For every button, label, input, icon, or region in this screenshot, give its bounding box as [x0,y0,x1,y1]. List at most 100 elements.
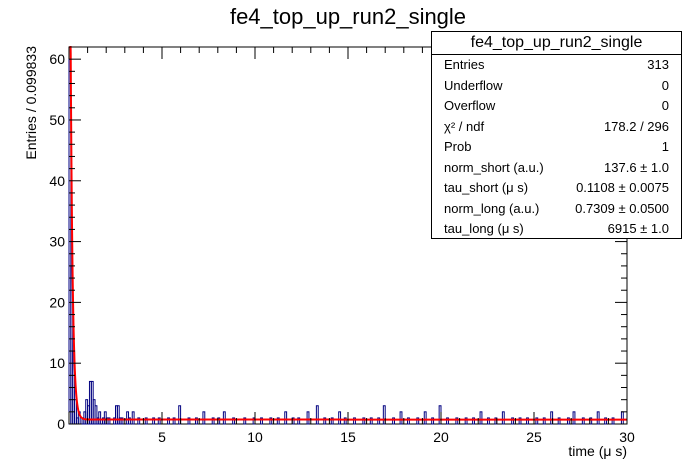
histogram-bin [297,417,301,425]
stats-row: χ² / ndf 178.2 / 296 [432,117,681,138]
histogram-bin [472,417,475,425]
histogram-bin [167,417,170,425]
stats-row-value: 0 [661,98,669,113]
stats-row-value: 6915 ± 1.0 [607,221,669,236]
stats-row: norm_long (a.u.) 0.7309 ± 0.0500 [432,199,681,220]
histogram-bin [557,417,561,425]
stats-row: Entries 313 [432,55,681,76]
histogram-bin [323,417,327,425]
histogram-bin [369,417,373,425]
histogram-bin [120,417,124,425]
x-tick-label: 30 [619,429,635,445]
stats-row-label: Entries [444,57,485,72]
fit-curve-layer [69,46,627,421]
histogram-bin [416,417,420,425]
histogram-bin [423,411,427,425]
stats-row-value: 0.7309 ± 0.0500 [575,200,669,216]
y-tick-label: 40 [49,173,65,189]
stats-row: Prob 1 [432,137,681,158]
stats-row-value: 178.2 / 296 [603,118,669,134]
stats-row: Underflow 0 [432,76,681,97]
histogram-bin [343,417,347,425]
histogram-bin [211,417,215,425]
histogram-bin [276,417,280,425]
y-tick-label: 20 [49,294,65,310]
histogram-bin [284,411,288,425]
stats-row-label: tau_long (μ s) [444,221,524,236]
histogram-bin [455,417,459,425]
x-tick-label: 20 [433,429,449,445]
stats-row-value: 137.6 ± 1.0 [604,159,669,175]
stats-row-label: Overflow [444,98,496,113]
histogram-bin [172,417,176,425]
histogram-bin [353,417,356,425]
histogram-bin [382,405,386,425]
histogram-bin [116,405,120,425]
histogram-bin [620,411,624,425]
histogram-bin [137,417,141,425]
histogram-bin [269,417,273,425]
histogram-bin [187,417,191,425]
histogram-bin [511,417,515,425]
histogram-bin [202,411,206,425]
histogram-bin [222,411,226,425]
histogram-bin [330,417,334,425]
histogram-bin [464,417,468,425]
stats-row-label: norm_long (a.u.) [444,200,540,216]
stats-row-value: 0.1108 ± 0.0075 [576,180,669,195]
histogram-bin [128,417,131,425]
histogram-bin [611,417,615,425]
x-tick-label: 10 [247,429,263,445]
x-axis-title: time (μ s) [568,443,627,459]
x-tick-label: 15 [340,429,356,445]
histogram-bin [518,417,522,425]
histogram-bin [194,417,198,425]
y-tick-label: 0 [57,416,65,432]
histogram-bin [362,417,366,425]
histogram-bin [157,417,161,425]
x-tick-label: 5 [158,429,166,445]
stats-row: norm_short (a.u.) 137.6 ± 1.0 [432,158,681,179]
stats-row-label: Underflow [444,77,503,93]
histogram-bin [152,417,156,425]
stats-row-value: 1 [661,139,669,154]
histogram-bin [542,417,546,425]
histogram-bin [566,417,570,425]
histogram-bin [243,417,247,425]
stats-box: fe4_top_up_run2_single Entries 313 Underfl… [431,31,682,239]
stats-row: Overflow 0 [432,96,681,117]
y-tick-label: 50 [49,112,65,128]
stats-row-label: norm_short (a.u.) [444,159,544,175]
histogram-bin [178,405,182,425]
stats-row: tau_short (μ s) 0.1108 ± 0.0075 [432,178,681,199]
histogram-bin [501,411,505,425]
histogram-bin [550,411,554,425]
fit-curve [69,46,627,421]
y-tick-label: 30 [49,234,65,250]
y-tick-label: 10 [49,355,65,371]
histogram-bin [399,411,403,425]
axis-layer: 0 10 20 30 40 50 60 5 10 15 20 25 30 [49,46,635,445]
histogram-bin [604,417,608,425]
histogram-bin [260,417,263,425]
histogram-bin [535,417,539,425]
x-tick-label: 25 [526,429,542,445]
stats-row-label: tau_short (μ s) [444,180,529,195]
stats-row-value: 313 [647,57,669,72]
y-axis-title: Entries / 0.099833 [23,46,39,160]
histogram-bin [107,417,111,425]
histogram-bin [526,417,529,425]
histogram-bin [431,417,435,425]
histogram-bin [306,411,310,425]
histogram-bin [338,411,342,425]
chart-title: fe4_top_up_run2_single [230,4,466,29]
histogram-bin [407,417,410,425]
stats-row-label: χ² / ndf [444,118,485,134]
histogram-bin [581,417,585,425]
histogram-bin [94,405,98,425]
histogram-bin [144,417,148,425]
histogram-bin [446,417,449,425]
histogram-bin [98,411,102,425]
stats-title: fe4_top_up_run2_single [432,32,681,55]
